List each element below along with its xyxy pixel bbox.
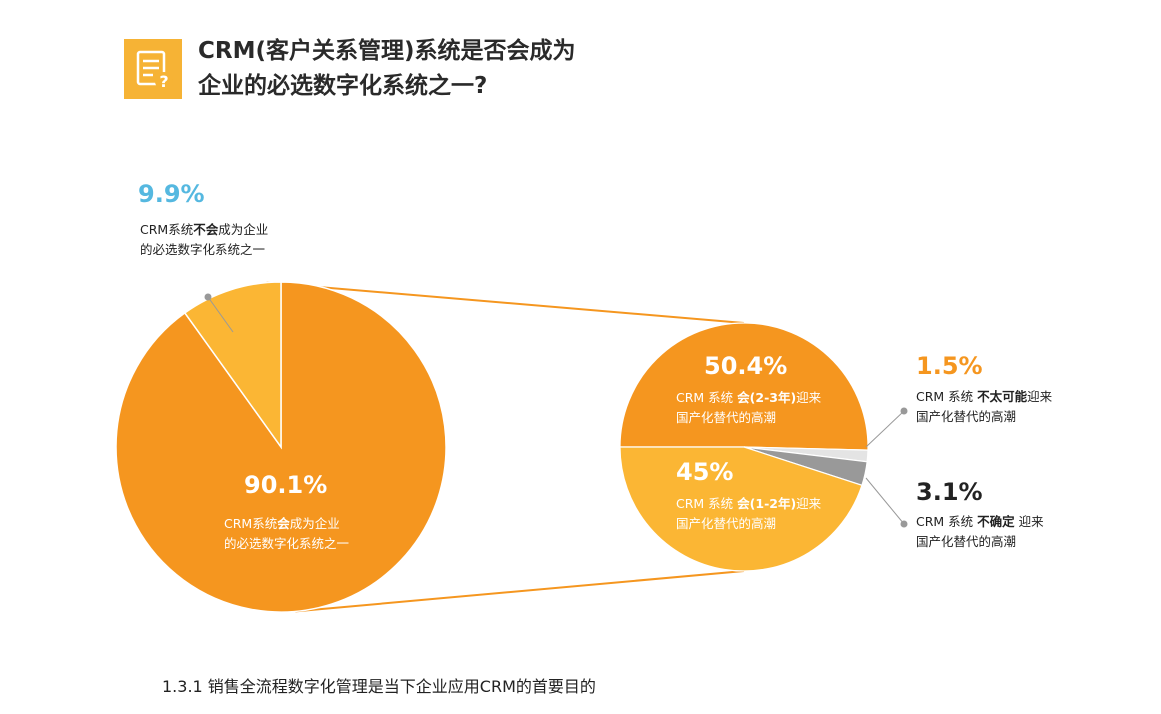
callout-dot-9-9 — [204, 293, 212, 301]
svg-text:?: ? — [159, 72, 168, 91]
connector-bottom — [295, 570, 745, 613]
pie-label-9-9-value: 9.9% — [138, 180, 205, 208]
pie-label-90-1-description: CRM系统会成为企业 的必选数字化系统之一 — [224, 516, 350, 551]
title-line-1: CRM(客户关系管理)系统是否会成为 — [198, 38, 576, 64]
detail-slice-2-3-years — [619, 322, 869, 451]
detail-label-1-5-value: 1.5% — [916, 352, 983, 380]
title-line-2: 企业的必选数字化系统之一? — [198, 73, 488, 99]
callout-lines — [204, 293, 908, 528]
connector-top — [266, 281, 745, 324]
callout-dot-1-5 — [900, 407, 908, 415]
pie-label-90-1-value: 90.1% — [244, 471, 328, 499]
detail-slice-1-2-years — [619, 446, 863, 572]
pie-label-9-9-description: CRM系统不会成为企业 的必选数字化系统之一 — [140, 222, 269, 257]
detail-pie — [619, 322, 869, 572]
detail-label-3-1-description: CRM 系统 不确定 迎来 国产化替代的高潮 — [916, 514, 1044, 549]
detail-label-50-4-description: CRM 系统 会(2-3年)迎来 国产化替代的高潮 — [676, 390, 822, 425]
detail-label-45-description: CRM 系统 会(1-2年)迎来 国产化替代的高潮 — [676, 496, 822, 531]
main-pie-slice-will-not — [183, 281, 282, 450]
section-subheading: 1.3.1 销售全流程数字化管理是当下企业应用CRM的首要目的 — [162, 677, 596, 696]
connector-lines — [266, 281, 745, 613]
callout-3-1 — [865, 477, 905, 525]
callout-1-5 — [865, 410, 905, 448]
callout-dot-3-1 — [900, 520, 908, 528]
callout-9-9 — [207, 296, 234, 333]
detail-label-3-1-value: 3.1% — [916, 478, 983, 506]
detail-label-45-value: 45% — [676, 458, 734, 486]
detail-label-50-4-value: 50.4% — [704, 352, 788, 380]
main-pie — [115, 281, 447, 613]
detail-label-1-5-description: CRM 系统 不太可能迎来 国产化替代的高潮 — [916, 389, 1053, 424]
document-question-icon: ? — [124, 39, 182, 99]
page-title: CRM(客户关系管理)系统是否会成为 企业的必选数字化系统之一? — [198, 34, 576, 104]
